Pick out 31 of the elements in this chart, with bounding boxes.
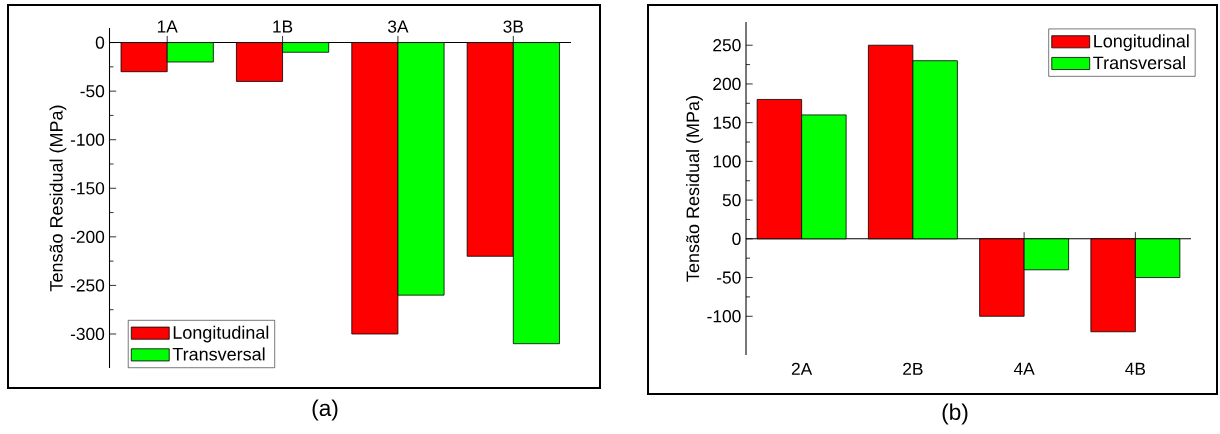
y-tick-label: -250 [70, 279, 105, 292]
x-tick-label: 4A [1013, 362, 1035, 375]
x-tick-label: 4B [1125, 362, 1146, 375]
text: (b) [942, 403, 968, 425]
y-tick-label: -100 [70, 133, 105, 146]
x-tick-label: 2B [903, 362, 923, 375]
y-tick-label: -300 [70, 327, 105, 341]
y-tick-label: -50 [717, 271, 741, 284]
x-tick-label: 3A [388, 20, 409, 33]
x-tick-label: 1A [157, 20, 178, 33]
x-tick-label: 2A [791, 362, 813, 375]
legend-label: Longitudinal [173, 325, 269, 343]
legend-label: Longitudinal [1094, 34, 1189, 52]
y-tick-label: -100 [707, 310, 741, 323]
y-axis-title: Tensão Residual (MPa) [686, 96, 703, 282]
text: (a) [312, 399, 338, 421]
y-tick-label: 0 [95, 36, 105, 49]
y-tick-label: 0 [732, 232, 741, 245]
y-tick-label: 100 [713, 155, 741, 168]
y-tick-label: 200 [713, 77, 741, 91]
x-tick-label: 1B [273, 20, 293, 33]
y-tick-label: -50 [80, 84, 105, 98]
y-tick-label: -200 [70, 230, 105, 243]
legend-label: Transversal [1093, 55, 1185, 70]
y-tick-label: 50 [722, 193, 741, 207]
y-tick-label: 150 [713, 116, 741, 129]
y-tick-label: -150 [70, 182, 105, 195]
legend-label: Transversal [172, 347, 265, 361]
y-axis-title: Tensão Residual (MPa) [49, 105, 67, 292]
x-tick-label: 3B [503, 20, 523, 33]
y-tick-label: 250 [713, 39, 741, 52]
